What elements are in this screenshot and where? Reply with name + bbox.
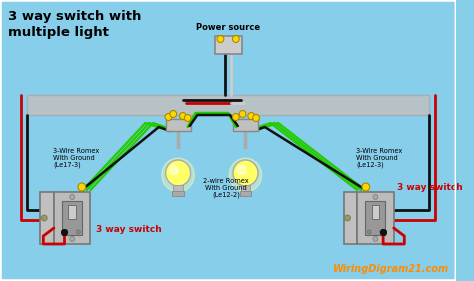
Bar bbox=[68, 205, 76, 219]
Circle shape bbox=[345, 215, 350, 221]
Bar bbox=[344, 192, 357, 244]
Circle shape bbox=[70, 237, 74, 241]
Circle shape bbox=[41, 215, 47, 221]
Text: Power source: Power source bbox=[196, 23, 260, 32]
Bar bbox=[215, 36, 242, 54]
Bar bbox=[27, 95, 429, 115]
Circle shape bbox=[64, 230, 68, 234]
Circle shape bbox=[170, 166, 179, 175]
Bar bbox=[240, 191, 251, 196]
Circle shape bbox=[239, 110, 246, 117]
Text: 3-Wire Romex
With Ground
(Le12-3): 3-Wire Romex With Ground (Le12-3) bbox=[356, 148, 402, 169]
Text: 2-wire Romex
With Ground
(Le12-2): 2-wire Romex With Ground (Le12-2) bbox=[203, 178, 249, 198]
Bar bbox=[62, 201, 82, 235]
Circle shape bbox=[180, 112, 186, 119]
Bar bbox=[165, 119, 191, 131]
Circle shape bbox=[232, 114, 239, 121]
Bar bbox=[40, 192, 54, 244]
Circle shape bbox=[78, 183, 86, 191]
Circle shape bbox=[184, 114, 191, 121]
Circle shape bbox=[373, 237, 378, 241]
Circle shape bbox=[170, 110, 177, 117]
Circle shape bbox=[233, 160, 258, 186]
Bar bbox=[233, 119, 258, 131]
Circle shape bbox=[70, 194, 74, 200]
Bar bbox=[372, 205, 379, 219]
Circle shape bbox=[76, 230, 80, 234]
Circle shape bbox=[237, 166, 246, 175]
Circle shape bbox=[165, 114, 172, 121]
Bar bbox=[365, 201, 385, 235]
Circle shape bbox=[380, 230, 383, 234]
Text: WiringDigram21.com: WiringDigram21.com bbox=[332, 264, 448, 274]
Bar bbox=[173, 191, 184, 196]
Bar bbox=[357, 192, 394, 244]
Circle shape bbox=[165, 160, 191, 186]
Circle shape bbox=[248, 112, 255, 119]
Circle shape bbox=[362, 183, 370, 191]
Text: 3 way switch: 3 way switch bbox=[397, 183, 462, 192]
Circle shape bbox=[232, 35, 239, 42]
Circle shape bbox=[367, 230, 371, 234]
Circle shape bbox=[229, 158, 262, 192]
Circle shape bbox=[162, 158, 194, 192]
Circle shape bbox=[217, 35, 224, 42]
Circle shape bbox=[373, 194, 378, 200]
Text: 3 way switch with
multiple light: 3 way switch with multiple light bbox=[8, 10, 141, 39]
Bar bbox=[241, 185, 250, 192]
Bar bbox=[54, 192, 91, 244]
Circle shape bbox=[253, 114, 259, 121]
Text: 3-Wire Romex
With Ground
(Le17-3): 3-Wire Romex With Ground (Le17-3) bbox=[53, 148, 99, 169]
Bar bbox=[173, 185, 183, 192]
Text: 3 way switch: 3 way switch bbox=[96, 225, 162, 235]
